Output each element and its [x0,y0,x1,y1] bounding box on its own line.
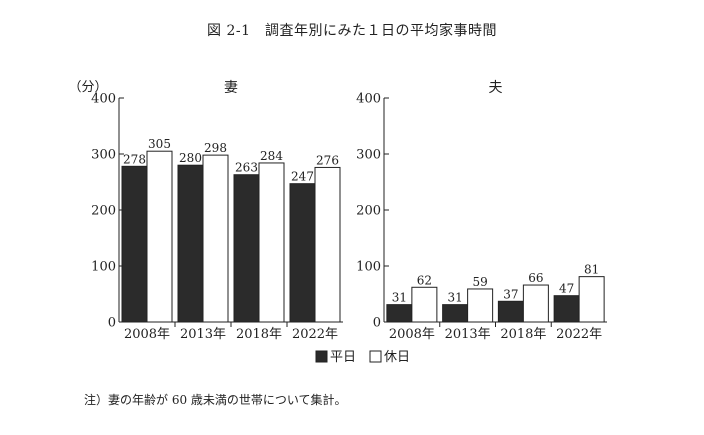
y-tick-label: 200 [356,204,381,219]
bar-holiday [146,150,173,323]
bar-weekday [289,183,316,323]
bar-value-label: 81 [584,263,599,277]
chart-panels: 0100200300400妻2783052008年2802982013年2632… [91,80,607,342]
x-tick-label: 2018年 [236,327,282,342]
x-tick-label: 2013年 [180,327,226,342]
y-tick-label: 0 [108,316,116,331]
bar-value-label: 47 [559,282,574,296]
bar-holiday [258,162,285,323]
bar-value-label: 31 [447,291,462,305]
footnote: 注）妻の年齢が 60 歳未満の世帯について集計。 [84,393,347,407]
bar-value-label: 62 [417,273,432,287]
bar-value-label: 59 [472,275,487,289]
y-tick-label: 300 [91,148,116,163]
x-tick-label: 2013年 [445,327,491,342]
y-tick-label: 400 [356,92,381,107]
bar-value-label: 305 [148,137,171,151]
bar-holiday [522,284,549,323]
x-tick-label: 2022年 [556,327,602,342]
figure-title: 図 2-1 調査年別にみた１日の平均家事時間 [207,23,497,39]
bar-holiday [578,276,605,323]
y-tick-label: 200 [91,204,116,219]
chart-legend: 平日 休日 [315,350,410,365]
y-unit-label: （分） [68,80,107,95]
bar-value-label: 298 [204,141,227,155]
bar-value-label: 278 [123,152,146,166]
bar-value-label: 247 [291,170,314,184]
bar-value-label: 31 [392,291,407,305]
bar-holiday [411,286,438,323]
bar-value-label: 263 [235,161,258,175]
bar-holiday [314,166,341,323]
panel-title: 夫 [489,80,503,96]
y-tick-label: 300 [356,148,381,163]
y-tick-label: 100 [91,260,116,275]
panel-title: 妻 [224,80,238,96]
bar-weekday [497,300,524,323]
bar-value-label: 37 [503,287,518,301]
legend-swatch-weekday [315,350,328,363]
x-tick-label: 2018年 [500,327,546,342]
panel-0: 0100200300400妻2783052008年2802982013年2632… [91,80,343,342]
bar-holiday [467,288,494,323]
bar-weekday [442,304,469,323]
y-tick-label: 0 [373,316,381,331]
x-tick-label: 2008年 [389,327,435,342]
bar-value-label: 66 [528,271,543,285]
bar-value-label: 276 [316,153,339,167]
legend-label-holiday: 休日 [384,350,410,365]
bar-holiday [202,154,229,323]
panel-1: 0 100 200 300 400 夫 31 62 2008年 31 59 2013年 37 66 2018… [356,80,607,342]
legend-label-weekday: 平日 [330,350,356,365]
x-tick-label: 2008年 [124,327,170,342]
bar-weekday [386,304,413,323]
bar-weekday [121,165,148,323]
bar-weekday [177,164,204,323]
legend-swatch-holiday [369,350,382,363]
bar-weekday [553,295,580,323]
y-tick-label: 400 [91,92,116,107]
x-tick-label: 2022年 [292,327,338,342]
bar-weekday [233,174,260,323]
bar-value-label: 280 [179,151,202,165]
bar-value-label: 284 [260,149,283,163]
y-tick-label: 100 [356,260,381,275]
